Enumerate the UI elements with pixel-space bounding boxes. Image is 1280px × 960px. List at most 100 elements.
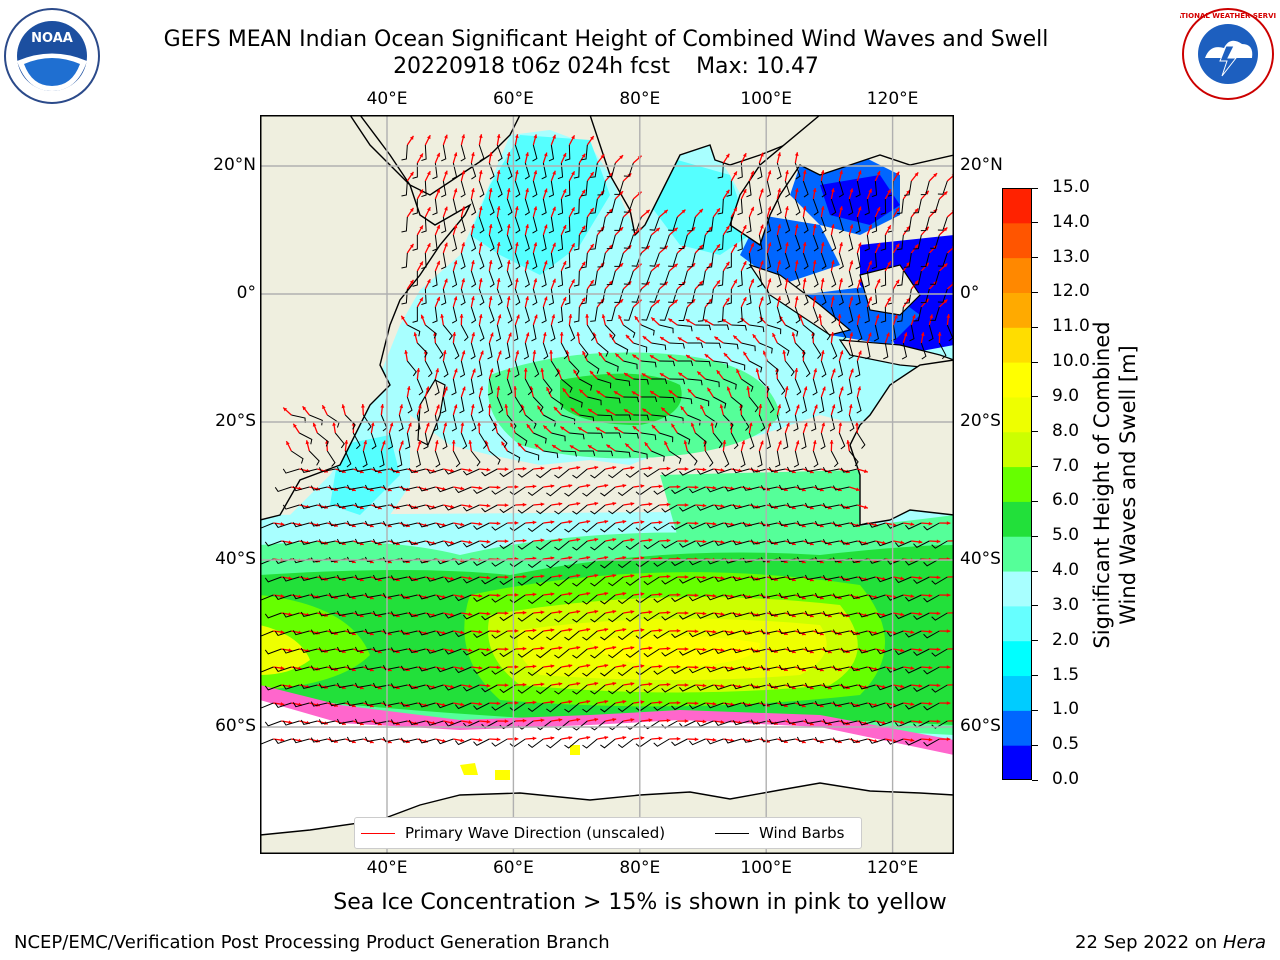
wave-arrow-head (478, 170, 483, 175)
wind-barb (923, 630, 940, 639)
wind-barb (876, 648, 894, 655)
wave-arrow-head (760, 152, 764, 157)
wind-barb (401, 216, 408, 233)
wind-barb (499, 684, 516, 694)
wave-arrow-head (604, 663, 609, 668)
wind-barb (931, 648, 948, 657)
wave-arrow-head (759, 440, 764, 445)
wave-arrow-head (477, 422, 482, 426)
wind-barb (506, 270, 513, 288)
wind-barb (731, 360, 746, 371)
wind-barb (746, 216, 752, 234)
wind-barb (651, 450, 665, 462)
wave-arrow (946, 174, 954, 182)
wind-barb (382, 737, 400, 743)
wave-arrow-head (288, 576, 293, 581)
wave-arrow-head (685, 319, 690, 323)
wind-barb (426, 720, 444, 726)
wave-arrow-head (612, 537, 617, 542)
wave-arrow-head (543, 224, 548, 229)
colorbar-tick-mark (1032, 466, 1038, 468)
wave-arrow-head (849, 224, 854, 229)
wave-arrow-head (802, 170, 807, 174)
colorbar-tick-mark (1032, 709, 1038, 711)
wave-arrow-head (856, 314, 861, 319)
wind-barb (372, 682, 390, 689)
wave-arrow-head (767, 278, 772, 283)
wind-barb (623, 306, 634, 321)
wind-barb (573, 162, 580, 179)
wind-barb (776, 414, 782, 432)
wave-arrow-head (514, 278, 519, 283)
wind-barb (625, 504, 642, 514)
wave-arrow-head (588, 409, 593, 413)
wind-barb (706, 486, 724, 493)
wave-arrow-head (630, 466, 635, 470)
wave-arrow-head (666, 574, 671, 579)
arabia-land (359, 115, 521, 196)
wind-barb (814, 664, 832, 671)
wind-barb (894, 576, 912, 584)
wind-barb (460, 180, 466, 198)
wind-barb (750, 611, 768, 617)
wind-barb (470, 270, 477, 288)
wave-arrow-head (460, 522, 465, 527)
wind-barb (617, 666, 634, 677)
wave-arrow-head (830, 224, 835, 229)
wind-barb (802, 360, 811, 378)
wave-arrow-head (514, 520, 519, 525)
wind-barb (406, 360, 417, 377)
wind-barb (732, 576, 750, 582)
wave-arrow-head (622, 483, 627, 488)
max-value: Max: 10.47 (696, 54, 819, 79)
wave-arrow-head (742, 153, 747, 158)
wave-arrow-head (716, 370, 721, 375)
wave-arrow-head (496, 134, 501, 138)
wave-direction-arrows (273, 134, 954, 744)
wind-barb (372, 646, 390, 653)
wave-arrow-head (666, 538, 671, 543)
wave-arrow-head (911, 314, 916, 319)
wave-arrow-head (571, 207, 575, 212)
wave-arrow-head (697, 371, 702, 376)
wave-arrow-head (668, 318, 673, 323)
wave-arrow-head (720, 540, 725, 544)
wind-barb (848, 270, 854, 288)
wind-barb (514, 216, 521, 234)
wave-arrow-head (344, 440, 349, 444)
wave-arrow-head (523, 368, 528, 372)
wave-arrow-head (486, 467, 491, 472)
wave-arrow-head (576, 573, 581, 578)
wave-arrow-head (716, 208, 720, 213)
wind-barb (452, 450, 461, 468)
wave-arrow-head (702, 503, 707, 508)
wave-arrow-head (712, 593, 717, 598)
wind-barb (767, 324, 782, 335)
wind-barb (776, 198, 782, 216)
wind-barb (478, 432, 488, 449)
wind-barb (346, 700, 364, 707)
wind-barb (864, 306, 870, 324)
wind-barb (557, 306, 564, 324)
wave-arrow-head (461, 242, 466, 247)
noaa-logo: NOAA (4, 8, 100, 104)
wind-barb (661, 504, 678, 513)
wind-barb (451, 378, 457, 396)
wave-arrow-head (586, 663, 591, 668)
wave-arrow-head (666, 682, 671, 687)
wind-barbs-swatch (715, 832, 749, 834)
wind-barb (541, 162, 547, 180)
wave-arrow-head (468, 504, 473, 509)
wave-arrow-head (895, 279, 900, 284)
wave-arrow-head (453, 224, 458, 229)
wave-arrow-head (813, 368, 818, 373)
wind-barb (850, 630, 868, 636)
wind-barb (928, 324, 934, 342)
wind-barb (876, 612, 894, 619)
wind-barb (572, 504, 588, 515)
wind-barb (418, 486, 436, 492)
wind-barb (804, 574, 822, 581)
colorbar-tick-mark (1032, 500, 1038, 502)
colorbar-tick-mark (1032, 570, 1038, 572)
wave-arrow-head (513, 386, 517, 390)
